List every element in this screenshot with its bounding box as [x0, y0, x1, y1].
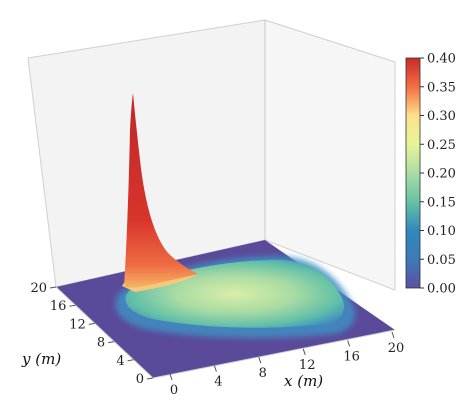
- colorbar-tick-label: 0.10: [427, 224, 456, 239]
- x-axis-label: x (m): [284, 372, 323, 390]
- y-tick-label: 16: [50, 299, 67, 314]
- y-tick-label: 0: [136, 372, 144, 387]
- y-axis-label: y (m): [21, 350, 61, 368]
- x-tick-label: 12: [299, 358, 316, 373]
- x-tick-mark: [213, 365, 217, 372]
- x-tick-mark: [169, 373, 173, 381]
- colorbar-ticks: 0.00 0.05 0.10 0.15 0.20 0.25 0.30 0.35 0.40: [420, 52, 456, 297]
- x-tick-mark: [302, 348, 306, 355]
- colorbar-tick-label: 0.15: [427, 195, 456, 210]
- colorbar-tick-label: 0.30: [427, 109, 456, 124]
- y-tick-mark: [49, 286, 57, 289]
- y-tick-mark: [108, 341, 115, 344]
- y-tick-label: 8: [97, 336, 105, 351]
- colorbar-tick-label: 0.25: [427, 138, 456, 153]
- x-tick-label: 0: [170, 383, 178, 398]
- y-tick-label: 12: [69, 317, 86, 332]
- x-tick-mark: [258, 357, 262, 364]
- surface-peak: [122, 93, 198, 292]
- colorbar-gradient: [405, 57, 421, 289]
- y-tick-mark: [127, 359, 134, 362]
- x-tick-label: 4: [214, 375, 222, 390]
- colorbar-tick-label: 0.00: [427, 282, 456, 297]
- axes-box: [27, 19, 396, 291]
- colorbar: 0.00 0.05 0.10 0.15 0.20 0.25 0.30 0.35 0.40: [405, 52, 456, 297]
- front-left-edge: [55, 286, 154, 379]
- x-tick-mark: [347, 340, 351, 347]
- colorbar-tick-label: 0.20: [427, 167, 456, 182]
- colorbar-tick-label: 0.05: [427, 253, 456, 268]
- x-tick-label: 16: [343, 349, 360, 364]
- front-right-edge: [152, 329, 396, 379]
- y-tick-mark: [146, 377, 154, 380]
- y-tick-mark: [88, 322, 95, 325]
- y-tick-mark: [69, 304, 76, 307]
- y-tick-label: 4: [116, 354, 124, 369]
- colorbar-tick-label: 0.40: [427, 52, 456, 67]
- x-tick-label: 8: [259, 366, 267, 381]
- colorbar-tick-label: 0.35: [427, 80, 456, 95]
- x-tick-label: 20: [388, 341, 405, 356]
- right-back-pane: [264, 19, 396, 291]
- x-tick-mark: [391, 331, 395, 339]
- y-tick-label: 20: [30, 281, 47, 296]
- x-axis-ticks: 0 4 8 12 16 20: [169, 331, 405, 398]
- peak-spike: [124, 93, 198, 288]
